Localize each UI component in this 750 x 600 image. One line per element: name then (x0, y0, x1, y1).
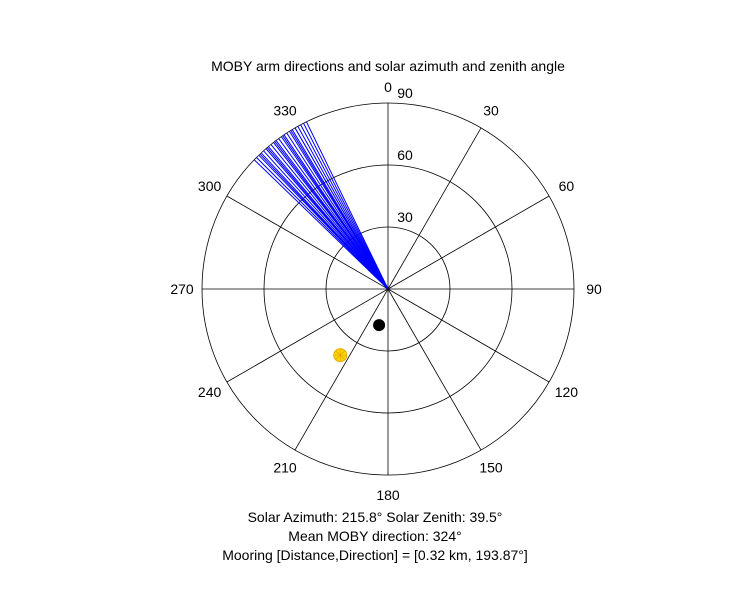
arm-line-25 (306, 121, 389, 290)
angle-label-270: 270 (170, 281, 194, 297)
arm-line-16 (283, 134, 389, 290)
angle-label-0: 0 (384, 79, 392, 95)
arm-line-23 (300, 124, 389, 290)
angle-label-90: 90 (586, 281, 602, 297)
angle-label-60: 60 (559, 178, 575, 194)
arm-line-1 (256, 157, 389, 290)
radial-label-30: 30 (397, 209, 413, 225)
arm-line-21 (294, 127, 389, 290)
spoke-240 (226, 288, 389, 383)
arm-line-9 (270, 144, 389, 290)
angle-label-120: 120 (555, 384, 579, 400)
spoke-150 (387, 288, 482, 451)
arm-line-5 (263, 150, 389, 290)
angle-label-300: 300 (198, 178, 222, 194)
arm-line-13 (278, 138, 389, 290)
angle-label-330: 330 (273, 103, 297, 119)
markers (333, 319, 386, 363)
sun-icon (333, 348, 348, 363)
arm-line-17 (286, 132, 389, 290)
spoke-210 (294, 288, 389, 451)
mooring-marker (373, 319, 386, 332)
arm-line-8 (268, 146, 389, 290)
angle-label-240: 240 (198, 384, 222, 400)
arm-line-0 (253, 159, 389, 290)
arm-direction-lines (253, 121, 389, 290)
radial-label-90: 90 (397, 85, 413, 101)
arm-line-24 (303, 123, 389, 290)
angle-label-30: 30 (483, 103, 499, 119)
tick-labels: 0 30 60 90 120 150 180 210 240 270 300 330 30 60 90 (170, 79, 602, 503)
caption-solar: Solar Azimuth: 215.8° Solar Zenith: 39.5… (247, 509, 503, 525)
spoke-300 (226, 195, 389, 290)
spoke-30 (387, 127, 482, 290)
spoke-60 (387, 195, 550, 290)
angle-label-150: 150 (479, 459, 503, 475)
caption-mooring: Mooring [Distance,Direction] = [0.32 km,… (222, 547, 528, 563)
arm-line-12 (275, 140, 389, 290)
caption-mean-moby: Mean MOBY direction: 324° (288, 528, 462, 544)
arm-line-20 (291, 129, 389, 290)
arm-line-4 (260, 152, 389, 290)
arm-line-22 (297, 126, 389, 290)
angle-label-180: 180 (376, 487, 400, 503)
angle-label-210: 210 (273, 459, 297, 475)
chart-title: MOBY arm directions and solar azimuth an… (211, 58, 565, 74)
radial-label-60: 60 (397, 147, 413, 163)
spoke-120 (387, 288, 550, 383)
